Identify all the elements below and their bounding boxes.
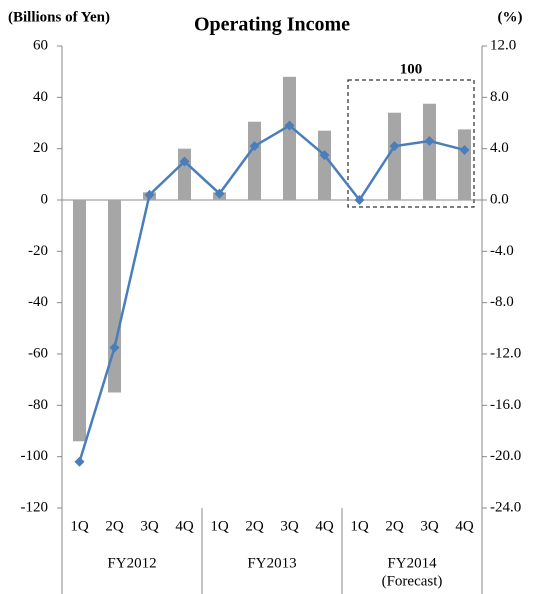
line-marker: [424, 135, 435, 146]
x-tick-label: 4Q: [455, 518, 474, 534]
y-tick-label: -60: [28, 345, 48, 361]
y2-tick-label: 0.0: [490, 191, 509, 207]
bar: [73, 200, 86, 442]
line-marker: [144, 189, 155, 200]
y-tick-label: 0: [41, 191, 49, 207]
bar: [248, 121, 261, 200]
line-marker: [354, 195, 365, 205]
bar: [283, 76, 296, 200]
y2-axis-label: (%): [498, 9, 523, 25]
y-tick-label: 60: [33, 37, 48, 53]
line-marker: [319, 150, 330, 161]
group-note: (Forecast): [382, 573, 443, 589]
line-marker: [179, 156, 190, 167]
y2-tick-label: -20.0: [490, 448, 521, 464]
bar: [423, 103, 436, 200]
line-marker: [389, 141, 400, 152]
group-label: FY2013: [247, 555, 296, 571]
y2-tick-label: -12.0: [490, 345, 521, 361]
bar: [108, 200, 121, 393]
y2-tick-label: 12.0: [490, 37, 516, 53]
y-tick-label: 20: [33, 140, 48, 156]
bar: [458, 129, 471, 200]
x-tick-label: 1Q: [350, 518, 369, 534]
group-label: FY2014: [387, 555, 437, 571]
line-marker: [109, 342, 120, 353]
x-tick-label: 4Q: [315, 518, 334, 534]
y-tick-label: -100: [21, 448, 49, 464]
y-tick-label: -80: [28, 397, 48, 413]
y2-tick-label: 4.0: [490, 140, 509, 156]
x-tick-label: 2Q: [105, 518, 124, 534]
bar: [388, 112, 401, 200]
group-label: FY2012: [107, 555, 156, 571]
y-tick-label: -20: [28, 243, 48, 259]
annotation: 100: [400, 61, 423, 77]
chart-title: Operating Income: [194, 14, 350, 36]
line-marker: [459, 144, 470, 155]
x-tick-label: 1Q: [210, 518, 229, 534]
y2-tick-label: -4.0: [490, 243, 514, 259]
y2-tick-label: 8.0: [490, 89, 509, 105]
x-tick-label: 3Q: [280, 518, 299, 534]
x-tick-label: 2Q: [385, 518, 404, 534]
x-tick-label: 1Q: [70, 518, 89, 534]
line-marker: [214, 188, 225, 199]
y2-tick-label: -24.0: [490, 499, 521, 515]
bar: [318, 130, 331, 200]
line-marker: [249, 141, 260, 152]
y-tick-label: -40: [28, 294, 48, 310]
x-tick-label: 2Q: [245, 518, 264, 534]
x-tick-label: 4Q: [175, 518, 194, 534]
forecast-box: [347, 79, 475, 208]
y2-tick-label: -8.0: [490, 294, 514, 310]
bar: [178, 148, 191, 200]
x-tick-label: 3Q: [420, 518, 439, 534]
line-marker: [74, 456, 85, 467]
y-axis-label: (Billions of Yen): [8, 9, 110, 25]
line-marker: [284, 120, 295, 131]
line: [78, 124, 465, 463]
y-tick-label: 40: [33, 89, 48, 105]
x-tick-label: 3Q: [140, 518, 159, 534]
y2-tick-label: -16.0: [490, 397, 521, 413]
y-tick-label: -120: [21, 499, 49, 515]
